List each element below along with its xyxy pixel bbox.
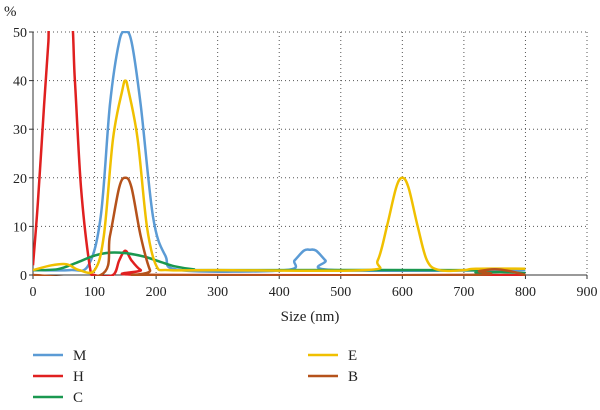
series-lines xyxy=(33,31,526,276)
legend-label-m: M xyxy=(73,348,86,364)
x-axis-label: Size (nm) xyxy=(281,309,340,325)
series-line-b xyxy=(33,176,526,276)
series-line-e xyxy=(33,79,526,275)
x-tick-label: 200 xyxy=(146,285,167,300)
x-tick-label: 800 xyxy=(515,285,536,300)
x-tick-label: 500 xyxy=(330,285,351,300)
y-tick-label: 40 xyxy=(13,75,27,90)
series-line-h xyxy=(33,31,526,276)
x-tick-label: 600 xyxy=(392,285,413,300)
series-line-m xyxy=(33,31,526,273)
x-tick-label: 900 xyxy=(577,285,598,300)
y-tick-label: 0 xyxy=(20,269,27,284)
axes xyxy=(29,31,588,279)
y-tick-label: 50 xyxy=(13,26,27,41)
x-tick-label: 300 xyxy=(207,285,228,300)
legend-label-c: C xyxy=(73,390,83,406)
y-tick-label: 20 xyxy=(13,172,27,187)
y-axis-label: % xyxy=(4,4,17,20)
legend-label-b: B xyxy=(348,369,358,385)
x-tick-label: 100 xyxy=(84,285,105,300)
x-tick-label: 400 xyxy=(269,285,290,300)
y-tick-label: 30 xyxy=(13,123,27,138)
legend-label-e: E xyxy=(348,348,357,364)
legend-label-h: H xyxy=(73,369,84,385)
grid-lines xyxy=(33,31,588,275)
tick-labels: 0 100 200 300 400 500 600 700 800 900 0 10 20 30 40 50 xyxy=(13,26,598,300)
x-tick-label: 0 xyxy=(30,285,37,300)
legend: MHC EB xyxy=(33,348,358,406)
y-tick-label: 10 xyxy=(13,220,27,235)
x-tick-label: 700 xyxy=(453,285,474,300)
